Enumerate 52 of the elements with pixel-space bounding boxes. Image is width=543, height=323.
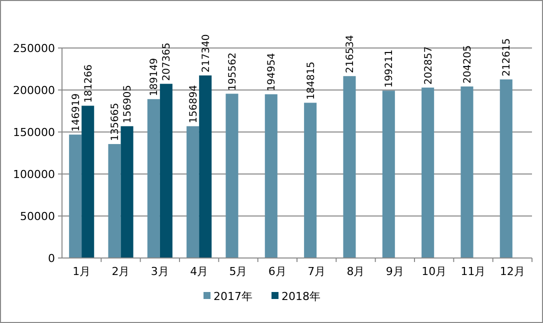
data-label: 135665: [110, 102, 121, 142]
data-label: 195562: [227, 52, 238, 91]
data-label: 181266: [83, 64, 94, 103]
data-label: 204205: [462, 45, 474, 84]
bar: [199, 75, 212, 258]
x-tick-label: 2月: [112, 265, 130, 278]
x-tick-label: 1月: [72, 265, 91, 278]
x-tick-label: 9月: [386, 265, 404, 278]
bar: [422, 88, 434, 258]
legend-label: 2018年: [282, 290, 320, 303]
y-tick-label: 100000: [13, 168, 55, 181]
x-tick-label: 7月: [308, 265, 326, 278]
data-label: 202857: [423, 46, 434, 85]
x-tick-label: 3月: [150, 265, 169, 278]
y-tick-label: 0: [48, 252, 55, 265]
bar: [120, 126, 134, 258]
data-label: 207365: [162, 42, 173, 81]
data-label: 212615: [502, 38, 513, 76]
x-tick-label: 4月: [190, 265, 208, 278]
data-label: 216534: [344, 34, 356, 74]
data-label: 189149: [149, 58, 160, 96]
x-tick-label: 11月: [460, 265, 486, 278]
bar: [226, 94, 238, 258]
bar: [108, 144, 121, 258]
bar: [500, 79, 512, 258]
y-tick-label: 250000: [13, 42, 55, 55]
x-tick-label: 12月: [500, 265, 525, 278]
legend-label: 2017年: [214, 290, 252, 303]
bar: [343, 76, 356, 258]
x-tick-label: 10月: [422, 265, 447, 278]
y-tick-label: 50000: [20, 210, 55, 223]
bar: [304, 102, 317, 258]
bar: [160, 84, 172, 258]
x-tick-label: 5月: [229, 265, 248, 278]
bar: [147, 99, 160, 258]
bar: [186, 126, 200, 258]
data-label: 156894: [188, 85, 200, 124]
bar: [460, 86, 474, 258]
data-label: 199211: [384, 49, 396, 88]
data-label: 217340: [200, 34, 212, 72]
data-label: 184815: [306, 62, 317, 100]
x-tick-label: 6月: [268, 265, 286, 278]
bar: [264, 94, 278, 258]
data-label: 194954: [266, 53, 278, 92]
data-label: 146919: [70, 93, 82, 132]
bar: [69, 134, 82, 258]
y-tick-label: 150000: [13, 126, 55, 139]
data-label: 156905: [122, 85, 134, 124]
bar: [382, 90, 395, 258]
y-tick-label: 200000: [13, 84, 55, 97]
bar: [82, 106, 94, 258]
x-tick-label: 8月: [346, 265, 365, 278]
